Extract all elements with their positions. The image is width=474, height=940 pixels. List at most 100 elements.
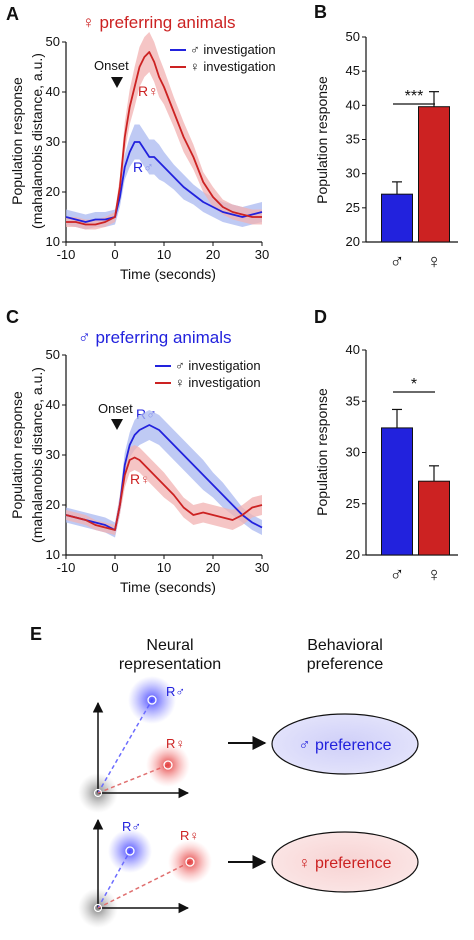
y-tick-label: 30 xyxy=(346,445,360,460)
y-tick-label: 20 xyxy=(346,547,360,562)
error-band-female xyxy=(66,32,262,230)
y-tick-label: 40 xyxy=(46,397,60,412)
label-r-male: R♂ xyxy=(122,819,141,834)
error-band-female xyxy=(66,445,262,535)
legend-label-male: ♂ investigation xyxy=(175,358,261,373)
bar-category-male: ♂ xyxy=(390,564,405,586)
panel-a-ylabel-2: (mahalanobis distance, a.u.) xyxy=(29,53,45,229)
centroid-female xyxy=(185,857,195,867)
panel-d-ylabel: Population response xyxy=(314,388,330,516)
y-tick-label: 30 xyxy=(346,166,360,181)
y-tick-label: 35 xyxy=(346,132,360,147)
header-neural-line2: representation xyxy=(119,656,221,673)
preference-ellipse-female xyxy=(271,831,419,893)
preference-male-text: ♂ preference xyxy=(299,737,392,754)
preference-ellipse-male xyxy=(271,713,419,775)
panel-c-title: ♂ preferring animals xyxy=(78,328,232,347)
y-tick-label: 40 xyxy=(346,97,360,112)
panel-c-ylabel-2: (mahalanobis distance, a.u.) xyxy=(29,367,45,543)
panel-a-legend: ♂ investigation ♀ investigation xyxy=(170,42,276,74)
panel-c-xlabel: Time (seconds) xyxy=(120,579,216,595)
series-line-female xyxy=(65,456,263,531)
header-behavior-line1: Behavioral xyxy=(307,637,383,654)
bar-female xyxy=(418,480,450,556)
panel-b-ylabel: Population response xyxy=(314,76,330,204)
schematic-bottom: R♂ R♀ ♀ preference xyxy=(78,818,419,928)
y-tick-label: 10 xyxy=(46,234,60,249)
onset-label: Onset xyxy=(98,401,133,416)
significance-marker: *** xyxy=(405,88,424,105)
header-neural-line1: Neural xyxy=(146,637,193,654)
y-tick-label: 40 xyxy=(46,84,60,99)
y-tick-label: 50 xyxy=(46,347,60,362)
x-tick-label: 10 xyxy=(157,560,171,575)
series-line-male xyxy=(65,424,263,531)
vector-male xyxy=(97,850,131,909)
curve-label-female: R♀ xyxy=(138,83,159,99)
x-tick-label: 0 xyxy=(111,560,118,575)
cluster-male xyxy=(108,829,152,873)
panel-e: E Neural representation Behavioral prefe… xyxy=(30,624,419,928)
y-tick-label: 20 xyxy=(46,184,60,199)
bar-category-male: ♂ xyxy=(390,251,405,273)
bar-male xyxy=(381,193,413,243)
cluster-male xyxy=(128,676,176,724)
y-tick-label: 40 xyxy=(346,342,360,357)
legend-label-female: ♀ investigation xyxy=(175,375,261,390)
x-tick-label: 10 xyxy=(157,247,171,262)
y-tick-label: 45 xyxy=(346,63,360,78)
vector-male xyxy=(97,699,153,794)
panel-label-b: B xyxy=(314,2,327,22)
x-tick-label: 20 xyxy=(206,247,220,262)
panel-a-xlabel: Time (seconds) xyxy=(120,266,216,282)
centroid-male xyxy=(125,846,135,856)
x-tick-label: 0 xyxy=(111,247,118,262)
onset-marker-icon xyxy=(111,419,123,430)
onset-marker-icon xyxy=(111,77,123,88)
bar-male xyxy=(381,427,413,556)
header-behavior-line2: preference xyxy=(307,656,384,673)
panel-a-ylabel-1: Population response xyxy=(9,77,25,205)
y-tick-label: 50 xyxy=(346,29,360,44)
panel-c: C ♂ preferring animals Population respon… xyxy=(6,307,269,595)
x-tick-label: 30 xyxy=(255,247,269,262)
bar-category-female: ♀ xyxy=(427,564,442,586)
preference-female-text: ♀ preference xyxy=(299,855,392,872)
panel-c-legend: ♂ investigation ♀ investigation xyxy=(155,358,261,390)
panel-label-d: D xyxy=(314,307,327,327)
cluster-female xyxy=(168,840,212,884)
panel-d: D Population response * ♂ ♀ 20 25 30 35 40 xyxy=(314,307,458,586)
legend-label-female: ♀ investigation xyxy=(190,59,276,74)
centroid-female xyxy=(163,760,173,770)
panel-a: A ♀ preferring animals Population respon… xyxy=(6,4,276,282)
cluster-female xyxy=(146,743,190,787)
vector-female xyxy=(97,764,169,794)
y-tick-label: 50 xyxy=(46,34,60,49)
x-tick-label: -10 xyxy=(57,247,76,262)
x-tick-label: -10 xyxy=(57,560,76,575)
y-tick-label: 25 xyxy=(346,200,360,215)
legend-label-male: ♂ investigation xyxy=(190,42,276,57)
origin-point xyxy=(93,788,103,798)
panel-label-e: E xyxy=(30,624,42,644)
label-r-male: R♂ xyxy=(166,684,185,699)
y-tick-label: 20 xyxy=(346,234,360,249)
y-tick-label: 35 xyxy=(346,393,360,408)
x-tick-label: 30 xyxy=(255,560,269,575)
significance-marker: * xyxy=(411,376,417,393)
origin-point xyxy=(93,903,103,913)
y-tick-label: 25 xyxy=(346,496,360,511)
series-line-male xyxy=(65,141,263,223)
panel-label-a: A xyxy=(6,4,19,24)
y-tick-label: 30 xyxy=(46,447,60,462)
y-tick-label: 20 xyxy=(46,497,60,512)
panel-a-title: ♀ preferring animals xyxy=(82,13,236,32)
onset-label: Onset xyxy=(94,58,129,73)
panel-c-ylabel-1: Population response xyxy=(9,391,25,519)
panel-b: B Population response *** ♂ ♀ 20 25 30 35 40… xyxy=(314,2,458,273)
bar-category-female: ♀ xyxy=(427,251,442,273)
label-r-female: R♀ xyxy=(180,828,199,843)
y-tick-label: 10 xyxy=(46,547,60,562)
x-tick-label: 20 xyxy=(206,560,220,575)
